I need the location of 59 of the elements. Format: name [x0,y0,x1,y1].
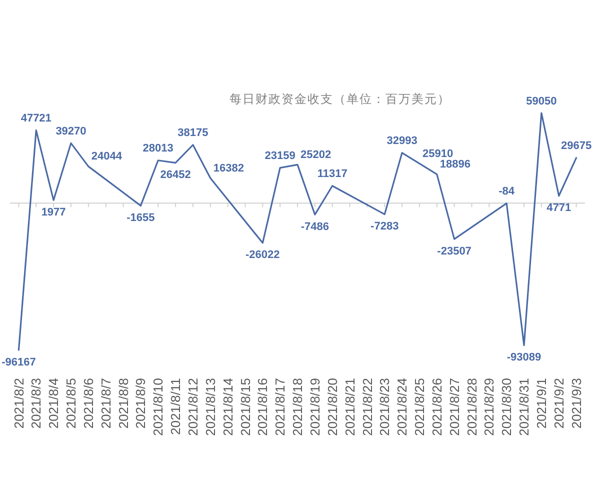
data-label: -1655 [126,212,155,224]
x-tick-label: 2021/8/22 [360,378,375,436]
x-tick-label: 2021/8/3 [28,378,44,429]
x-tick-label: 2021/8/11 [168,378,184,435]
x-tick-label: 2021/8/27 [446,378,462,436]
data-label: 16382 [213,162,244,174]
x-tick-label: 2021/9/3 [568,378,584,429]
data-label: -7486 [300,220,329,233]
data-label: -93089 [506,352,542,364]
x-tick-label: 2021/8/12 [186,378,201,436]
data-label: 18896 [440,158,470,171]
x-tick-label: 2021/9/1 [534,378,549,429]
x-tick-label: 2021/8/4 [46,378,62,429]
x-tick-label: 2021/8/6 [80,378,96,429]
x-tick-label: 2021/8/26 [429,378,444,436]
data-label: 26452 [160,169,191,182]
data-label: -26022 [246,249,280,262]
x-tick-label: 2021/8/24 [394,378,410,436]
data-label: 28013 [142,142,174,155]
data-label: 32993 [386,135,418,148]
data-label: 4771 [546,202,572,214]
data-label: 59050 [526,95,557,108]
data-label: -23507 [437,245,472,258]
x-tick-label: 2021/8/23 [377,378,392,436]
data-label: -84 [498,186,516,198]
x-tick-label: 2021/8/19 [307,378,322,436]
data-label: 1977 [41,206,66,218]
x-tick-label: 2021/8/31 [516,378,532,436]
data-label: 47721 [20,112,52,125]
x-tick-label: 2021/8/13 [202,378,218,436]
x-tick-label: 2021/8/5 [64,378,79,429]
x-tick-label: 2021/8/29 [482,378,497,436]
data-label: 38175 [178,127,208,140]
x-tick-label: 2021/8/25 [412,378,428,436]
data-label: 23159 [264,150,296,162]
x-tick-label: 2021/8/15 [238,378,253,436]
x-tick-label: 2021/8/16 [255,378,270,436]
data-label: -7283 [370,220,399,233]
data-label: -96167 [2,356,36,368]
x-tick-label: 2021/9/2 [551,378,566,429]
x-tick-label: 2021/8/20 [324,378,340,436]
x-tick-label: 2021/8/9 [133,378,148,429]
data-label: 29675 [560,140,592,152]
x-tick-label: 2021/8/7 [98,378,114,429]
x-tick-label: 2021/8/8 [116,378,131,429]
data-label: 25910 [422,148,454,160]
data-label: 25202 [300,148,332,161]
x-tick-label: 2021/8/14 [220,378,236,436]
x-tick-label: 2021/8/30 [499,378,514,436]
x-tick-label: 2021/8/17 [272,378,288,436]
data-label: 39270 [56,125,86,138]
x-tick-label: 2021/8/28 [464,378,480,436]
x-tick-label: 2021/8/10 [150,378,166,436]
x-tick-label: 2021/8/18 [290,378,306,436]
data-label: 11317 [317,168,348,180]
chart-title: 每日财政资金收支（单位：百万美元） [230,92,450,106]
x-tick-label: 2021/8/21 [342,378,358,436]
data-label: 24044 [91,150,123,163]
x-tick-label: 2021/8/2 [11,378,26,429]
